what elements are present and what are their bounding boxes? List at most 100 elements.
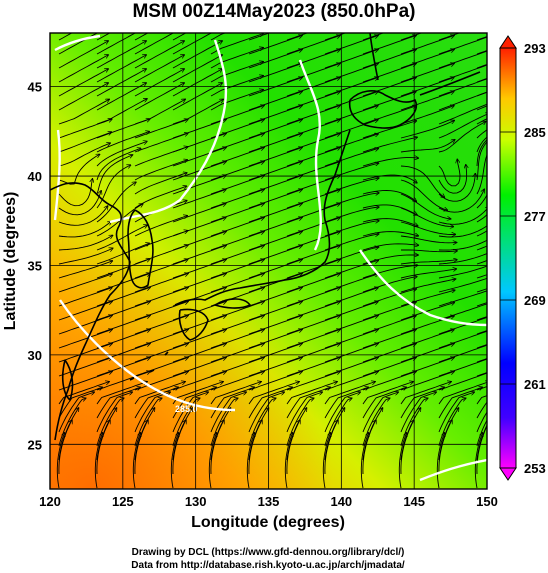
- streamline: [286, 382, 337, 405]
- streamline: [134, 55, 184, 83]
- streamline: [96, 273, 150, 293]
- streamline: [172, 420, 186, 475]
- streamline: [172, 358, 226, 377]
- x-axis-label: Longitude (degrees): [191, 514, 345, 531]
- streamline: [362, 387, 406, 419]
- streamline: [324, 316, 378, 335]
- streamline: [172, 274, 226, 293]
- streamline: [286, 218, 340, 237]
- streamline: [248, 190, 302, 209]
- streamline: [286, 420, 300, 475]
- plot-area: 285.0: [50, 33, 487, 489]
- streamline: [58, 41, 108, 69]
- streamline: [210, 190, 264, 209]
- streamline: [58, 191, 101, 216]
- streamline: [438, 316, 487, 335]
- streamline: [210, 344, 264, 363]
- streamline: [400, 64, 454, 83]
- streamline: [286, 344, 340, 363]
- streamline: [210, 246, 264, 265]
- streamline: [210, 232, 264, 251]
- streamline: [210, 134, 264, 153]
- streamline: [172, 41, 222, 69]
- streamline: [362, 302, 416, 321]
- streamline: [362, 289, 416, 307]
- coastlines: [50, 33, 481, 441]
- streamline: [400, 121, 454, 139]
- streamline: [324, 221, 379, 237]
- streamline: [362, 121, 416, 139]
- streamline: [286, 387, 330, 419]
- streamline: [400, 106, 454, 125]
- honshu-coastline: [174, 129, 351, 306]
- streamline: [58, 69, 108, 97]
- y-tick-label: 25: [28, 437, 42, 452]
- streamline: [58, 261, 112, 279]
- streamline: [286, 274, 340, 293]
- streamline: [248, 50, 302, 69]
- contour-line: [359, 249, 487, 327]
- streamline: [58, 302, 112, 321]
- colorbar-tick-label: 277: [524, 209, 546, 224]
- streamline: [362, 174, 417, 183]
- streamline: [248, 204, 302, 223]
- streamline: [476, 136, 487, 153]
- streamline: [172, 344, 226, 363]
- streamline: [438, 165, 467, 194]
- streamline: [210, 316, 264, 335]
- x-tick-label: 130: [185, 494, 207, 509]
- streamline: [476, 230, 487, 237]
- streamline: [210, 90, 263, 111]
- streamline: [324, 358, 378, 377]
- streamline: [438, 344, 487, 363]
- streamline: [248, 106, 302, 125]
- streamline: [400, 420, 414, 475]
- streamline: [400, 279, 455, 293]
- streamline: [476, 395, 487, 405]
- streamline: [476, 129, 487, 139]
- streamline: [58, 221, 111, 238]
- streamline: [134, 274, 188, 293]
- streamline: [324, 392, 360, 433]
- streamline: [248, 382, 299, 405]
- streamline: [170, 433, 178, 489]
- streamline: [210, 330, 264, 349]
- streamline: [476, 214, 487, 223]
- streamline: [58, 330, 112, 349]
- colorbar-bottom-arrow: [499, 467, 517, 481]
- streamline: [58, 33, 99, 55]
- taiwan-coastline: [62, 359, 74, 402]
- streamline: [476, 141, 487, 181]
- streamline: [324, 274, 378, 293]
- streamline: [400, 221, 455, 235]
- streamline: [362, 330, 416, 349]
- streamline: [324, 92, 378, 111]
- streamline: [172, 330, 226, 349]
- streamline: [438, 253, 487, 265]
- streamline: [438, 113, 487, 139]
- streamline: [362, 137, 417, 153]
- x-tick-label: 120: [39, 494, 61, 509]
- streamline: [400, 36, 454, 55]
- streamline: [324, 36, 378, 55]
- streamline: [438, 122, 486, 153]
- streamline: [96, 225, 147, 251]
- streamline: [286, 288, 340, 307]
- streamline: [210, 358, 264, 377]
- streamline: [58, 288, 112, 307]
- streamline: [248, 64, 302, 83]
- streamline: [96, 69, 146, 97]
- streamline: [248, 372, 302, 391]
- streamline: [438, 382, 487, 405]
- streamline: [286, 134, 340, 153]
- streamline: [210, 120, 264, 139]
- streamline: [134, 302, 188, 321]
- streamline: [210, 162, 264, 181]
- streamline: [96, 302, 150, 321]
- streamline: [248, 260, 302, 279]
- streamline: [400, 260, 457, 265]
- contour-line: [54, 34, 101, 52]
- x-tick-label: 140: [330, 494, 352, 509]
- colorbar-tick-label: 285: [524, 125, 546, 140]
